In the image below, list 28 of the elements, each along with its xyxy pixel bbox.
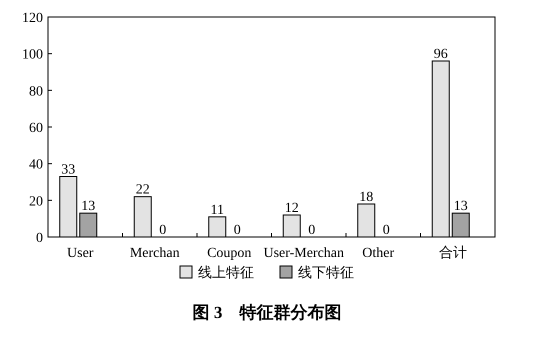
y-tick-label: 60 bbox=[29, 121, 43, 136]
x-tick-label: Other bbox=[362, 246, 395, 261]
y-tick-label: 80 bbox=[29, 84, 43, 100]
y-tick-label: 20 bbox=[29, 194, 43, 210]
data-label: 13 bbox=[454, 199, 468, 214]
text: 图 3 特征群分布图 bbox=[192, 303, 342, 322]
x-tick-label: 合计 bbox=[438, 245, 467, 261]
data-label: 12 bbox=[284, 201, 299, 216]
y-tick-label: 40 bbox=[29, 158, 43, 173]
x-tick-label: User-Merchan bbox=[263, 246, 344, 261]
data-label: 0 bbox=[159, 223, 166, 238]
legend-label: 线下特征 bbox=[298, 265, 354, 281]
y-tick-label: 0 bbox=[36, 231, 43, 246]
x-tick-label: User bbox=[67, 246, 94, 261]
data-label: 33 bbox=[61, 162, 76, 178]
data-label: 0 bbox=[308, 223, 316, 238]
legend-label: 线上特征 bbox=[198, 265, 254, 281]
y-tick-label: 100 bbox=[22, 48, 43, 63]
data-label: 0 bbox=[234, 223, 241, 238]
data-label: 18 bbox=[359, 190, 374, 205]
x-tick-label: Coupon bbox=[207, 246, 252, 261]
data-label: 96 bbox=[434, 47, 448, 62]
data-label: 0 bbox=[382, 223, 390, 238]
data-label: 22 bbox=[136, 182, 150, 198]
data-label: 11 bbox=[210, 202, 224, 218]
data-label: 13 bbox=[81, 199, 96, 214]
y-tick-label: 120 bbox=[22, 11, 43, 26]
x-tick-label: Merchan bbox=[130, 246, 180, 261]
